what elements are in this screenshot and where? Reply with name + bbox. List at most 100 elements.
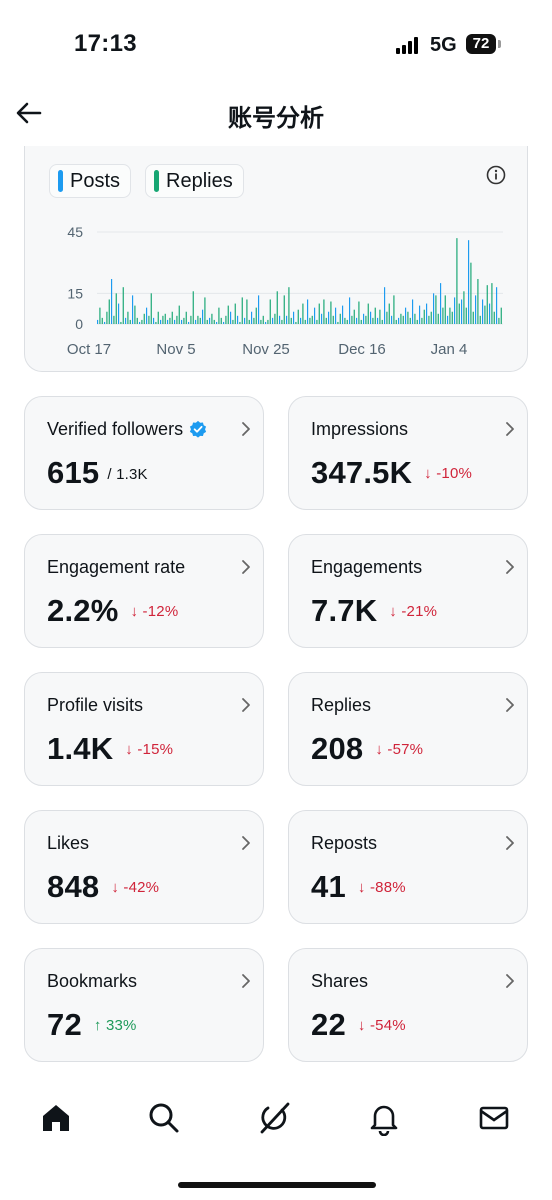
stat-delta: ↑ 33% xyxy=(93,1017,137,1034)
stat-label: Engagement rate xyxy=(47,557,185,578)
chart-bar xyxy=(330,301,332,324)
chevron-right-icon xyxy=(506,560,514,574)
stat-value: 347.5K ↓ -10% xyxy=(311,455,472,491)
chart-bar xyxy=(199,317,201,324)
mail-icon[interactable] xyxy=(476,1100,512,1136)
chart-bar xyxy=(335,307,337,324)
chart-bar xyxy=(171,311,173,324)
chart-bar xyxy=(440,283,442,324)
chart-bar xyxy=(183,317,185,324)
legend-swatch-posts xyxy=(58,170,63,192)
legend-label-posts: Posts xyxy=(70,169,121,192)
stat-card-bookmarks[interactable]: Bookmarks 72 ↑ 33% xyxy=(24,948,264,1062)
grok-icon[interactable] xyxy=(256,1100,292,1136)
chart-bar xyxy=(265,321,267,324)
chart-bar xyxy=(447,315,449,324)
chart-bar xyxy=(496,287,498,324)
chart-bar xyxy=(384,287,386,324)
chart-bar xyxy=(209,317,211,324)
chart-bar xyxy=(465,307,467,324)
x-tick-label: Oct 17 xyxy=(67,341,111,358)
chart-bar xyxy=(314,307,316,324)
status-bar: 17:13 5G 72 xyxy=(0,0,552,90)
chart-bar xyxy=(104,321,106,324)
stat-card-verified-followers[interactable]: Verified followers 615 / 1.3K xyxy=(24,396,264,510)
legend-swatch-replies xyxy=(154,170,159,192)
back-arrow-icon[interactable] xyxy=(14,98,44,128)
stat-card-replies[interactable]: Replies 208 ↓ -57% xyxy=(288,672,528,786)
chart-bar xyxy=(426,303,428,324)
stat-card-impressions[interactable]: Impressions 347.5K ↓ -10% xyxy=(288,396,528,510)
chart-bar xyxy=(321,313,323,324)
chart-bar xyxy=(304,319,306,324)
chart-bar xyxy=(230,311,232,324)
chart-bar xyxy=(272,317,274,324)
stat-card-likes[interactable]: Likes 848 ↓ -42% xyxy=(24,810,264,924)
chart-bar xyxy=(358,301,360,324)
chart-bar xyxy=(388,303,390,324)
chart-bar xyxy=(409,317,411,324)
chart-bar xyxy=(132,295,134,324)
chart-bar xyxy=(461,299,463,324)
chart-bar xyxy=(398,317,400,324)
search-icon[interactable] xyxy=(146,1100,182,1136)
stat-card-reposts[interactable]: Reposts 41 ↓ -88% xyxy=(288,810,528,924)
chart-bar xyxy=(323,299,325,324)
bell-icon[interactable] xyxy=(366,1100,402,1136)
chart-bar xyxy=(153,317,155,324)
chart-bar xyxy=(262,315,264,324)
legend-replies[interactable]: Replies xyxy=(145,164,244,198)
info-icon[interactable] xyxy=(485,164,507,186)
stat-delta: ↓ -15% xyxy=(125,741,174,758)
chart-bar xyxy=(181,319,183,324)
legend-posts[interactable]: Posts xyxy=(49,164,132,198)
stat-card-profile-visits[interactable]: Profile visits 1.4K ↓ -15% xyxy=(24,672,264,786)
chart-bar xyxy=(218,307,220,324)
stat-value-number: 208 xyxy=(311,731,364,766)
chart-bar xyxy=(430,311,432,324)
stat-delta: ↓ -10% xyxy=(424,465,473,482)
chart-bar xyxy=(400,313,402,324)
chart-bar xyxy=(454,297,456,324)
stat-delta: ↓ -12% xyxy=(130,603,179,620)
chart-bar xyxy=(204,297,206,324)
chart-bar xyxy=(470,262,472,324)
stat-delta: ↓ -57% xyxy=(375,741,424,758)
chart-bar xyxy=(125,317,127,324)
stat-card-engagement-rate[interactable]: Engagement rate 2.2% ↓ -12% xyxy=(24,534,264,648)
chart-bar xyxy=(234,303,236,324)
chart-bar xyxy=(288,287,290,324)
stat-total: / 1.3K xyxy=(107,466,148,483)
stat-value-number: 1.4K xyxy=(47,731,114,766)
chart-bar xyxy=(344,317,346,324)
chart-bar xyxy=(244,317,246,324)
chart-bar xyxy=(192,291,194,324)
stat-value-number: 347.5K xyxy=(311,455,413,490)
chart-bar xyxy=(253,317,255,324)
chart-bar xyxy=(421,317,423,324)
home-icon[interactable] xyxy=(38,1100,74,1136)
battery-tip xyxy=(498,40,501,48)
chart-bar xyxy=(353,309,355,324)
chart-bar xyxy=(442,307,444,324)
stat-card-engagements[interactable]: Engagements 7.7K ↓ -21% xyxy=(288,534,528,648)
chart-bar xyxy=(216,321,218,324)
y-tick-label: 0 xyxy=(75,316,83,332)
chart-bar xyxy=(232,319,234,324)
chart-bar xyxy=(136,317,138,324)
chart-bar xyxy=(365,315,367,324)
stat-card-shares[interactable]: Shares 22 ↓ -54% xyxy=(288,948,528,1062)
stat-label: Shares xyxy=(311,971,368,992)
chart-bar xyxy=(274,313,276,324)
stat-value: 7.7K ↓ -21% xyxy=(311,593,437,629)
chart-bar xyxy=(316,319,318,324)
x-tick-label: Nov 25 xyxy=(242,341,290,358)
chart-bar xyxy=(393,295,395,324)
stat-label: Verified followers xyxy=(47,419,207,440)
chart-bar xyxy=(174,319,176,324)
chart-bar xyxy=(332,315,334,324)
chevron-right-icon xyxy=(506,836,514,850)
stat-label: Profile visits xyxy=(47,695,143,716)
chart-bar xyxy=(246,299,248,324)
stat-label: Reposts xyxy=(311,833,377,854)
